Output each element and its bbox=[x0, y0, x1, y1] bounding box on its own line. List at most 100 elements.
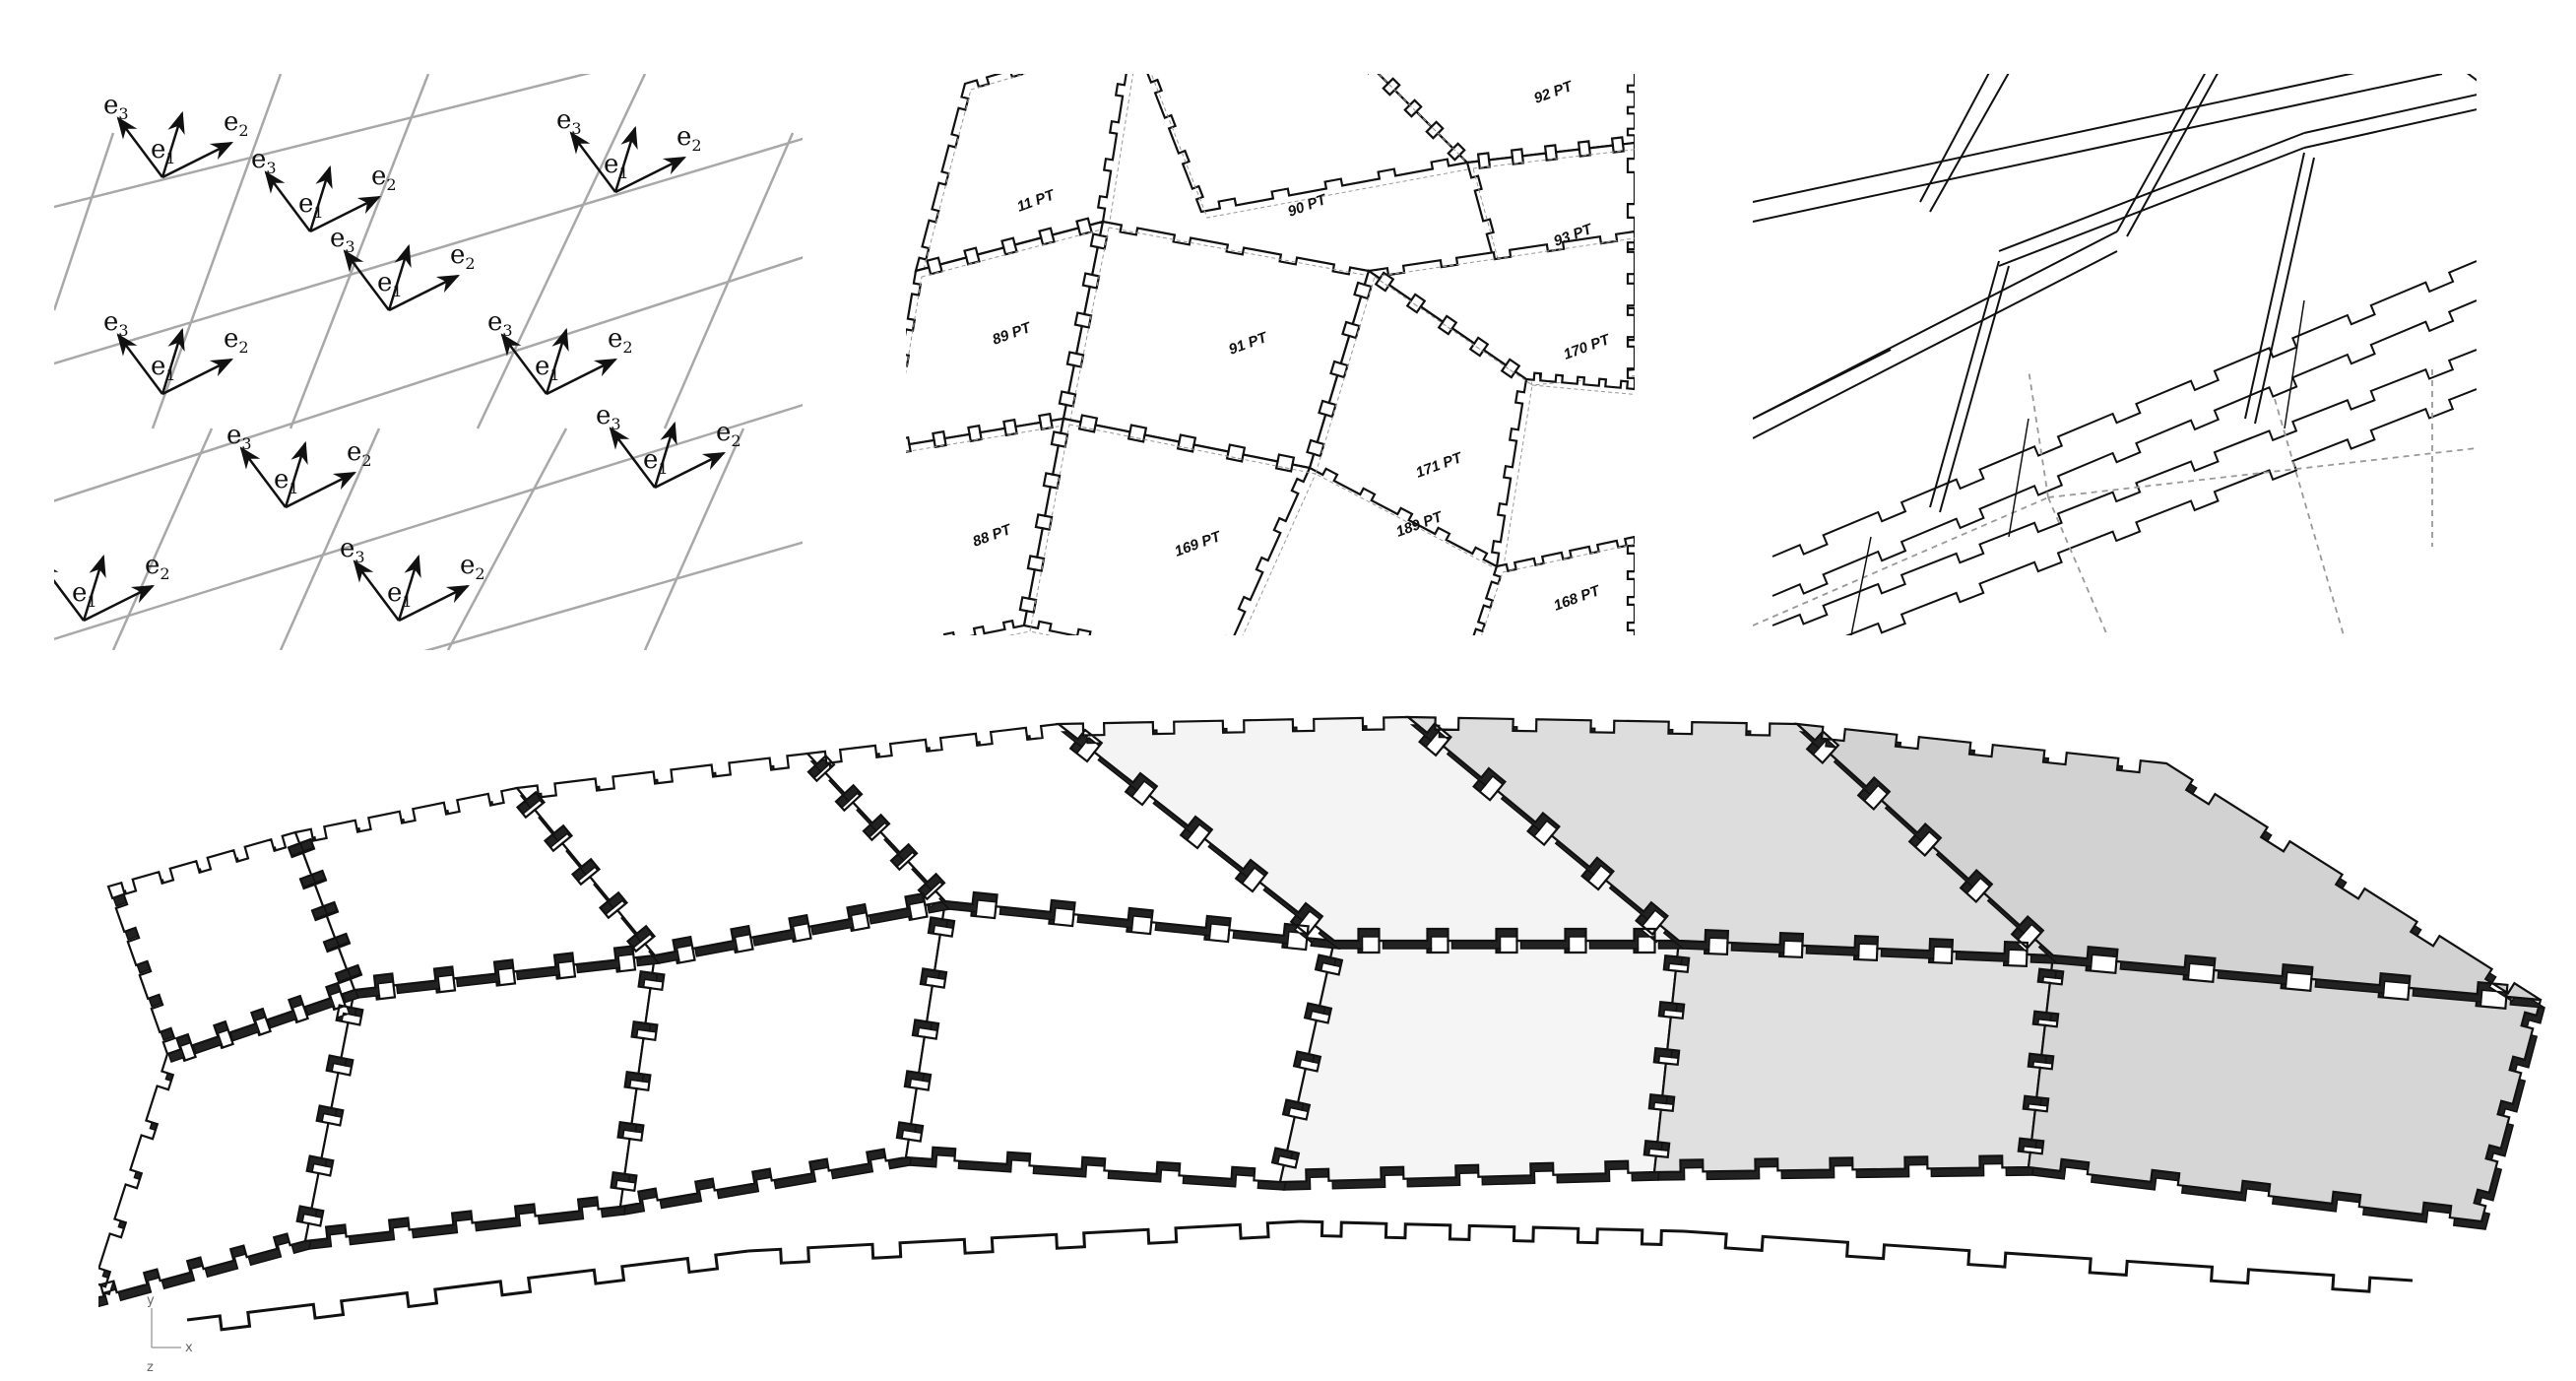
e2-vector bbox=[285, 471, 357, 509]
e3-label: e3 bbox=[487, 307, 513, 340]
mesh-line bbox=[54, 403, 803, 641]
guide-line bbox=[1850, 536, 1872, 635]
mesh-line bbox=[54, 256, 803, 502]
e1-label: e1 bbox=[151, 135, 176, 167]
part-offset-line bbox=[1472, 149, 1635, 386]
e2-label: e2 bbox=[716, 418, 741, 450]
e3-vector bbox=[500, 333, 547, 395]
mesh-line bbox=[54, 74, 592, 209]
guide-line bbox=[2284, 299, 2305, 429]
e1-label: e1 bbox=[535, 352, 560, 384]
axis-z-label: z bbox=[147, 1360, 154, 1375]
slab-edge bbox=[2244, 152, 2305, 420]
e2-vector bbox=[388, 274, 461, 312]
e1-vector bbox=[161, 327, 185, 395]
e3-label: e3 bbox=[340, 534, 365, 566]
joint-detail-diagram bbox=[1753, 74, 2477, 635]
joint-geometry bbox=[1753, 74, 2477, 635]
mesh-line bbox=[663, 132, 795, 429]
slab-edge bbox=[2254, 157, 2315, 425]
e2-label: e2 bbox=[224, 107, 249, 140]
axis-y-label: y bbox=[147, 1293, 155, 1308]
finger-joint-edge bbox=[1771, 260, 2477, 558]
e2-label: e2 bbox=[676, 122, 702, 155]
lower-panel bbox=[1278, 939, 1684, 1191]
slab-edge bbox=[1753, 74, 2443, 223]
finger-joint-edge bbox=[1771, 349, 2477, 626]
mesh-line bbox=[476, 74, 647, 429]
finger-joint-edge bbox=[1844, 388, 2477, 635]
part-panel bbox=[1472, 535, 1635, 635]
upper-panel bbox=[514, 752, 951, 964]
e2-label: e2 bbox=[460, 551, 485, 583]
e1-vector bbox=[613, 125, 638, 193]
local-frame: e3 e2 e1 bbox=[340, 534, 485, 623]
e2-vector bbox=[83, 584, 156, 623]
connector-strip bbox=[1683, 1229, 2414, 1293]
part-offset-line bbox=[921, 74, 1134, 278]
slab-edge bbox=[1998, 147, 2305, 267]
panel-face bbox=[98, 988, 356, 1299]
hidden-line bbox=[2274, 398, 2345, 635]
slab-edge bbox=[2467, 74, 2477, 82]
axis-indicator: y x z bbox=[146, 1288, 205, 1377]
part-outline bbox=[1022, 417, 1312, 635]
upper-panel bbox=[106, 830, 359, 1063]
e3-vector bbox=[116, 116, 163, 178]
e2-vector bbox=[614, 156, 687, 194]
slab-edge bbox=[1753, 74, 2355, 203]
e1-label: e1 bbox=[72, 578, 97, 611]
hidden-line bbox=[2047, 447, 2477, 498]
e2-vector bbox=[398, 584, 471, 623]
e2-label: e2 bbox=[450, 240, 476, 273]
part-panel bbox=[1022, 417, 1317, 635]
e3-vector bbox=[116, 333, 163, 395]
e3-label: e3 bbox=[330, 224, 355, 256]
e3-vector bbox=[264, 170, 311, 232]
panel-face bbox=[904, 899, 1336, 1184]
slab-edge bbox=[1929, 260, 2000, 508]
e1-vector bbox=[82, 554, 106, 622]
e1-label: e1 bbox=[387, 578, 413, 611]
connector-strip bbox=[747, 1219, 1301, 1265]
slab-edge bbox=[1998, 132, 2305, 252]
connector-strip bbox=[186, 1249, 749, 1332]
mesh-line bbox=[423, 541, 803, 650]
guide-line bbox=[2008, 418, 2029, 538]
mesh-line bbox=[643, 427, 745, 650]
slab-edge bbox=[1753, 250, 2118, 439]
lower-panel bbox=[303, 954, 660, 1250]
slab-edge bbox=[1919, 74, 1990, 203]
panel-face bbox=[1278, 939, 1681, 1184]
slab-edge bbox=[2126, 74, 2219, 237]
lower-panel bbox=[1652, 939, 2058, 1181]
lower-panel bbox=[904, 899, 1339, 1191]
upper-panel bbox=[1793, 722, 2545, 1009]
panel-assembly-view bbox=[98, 690, 2560, 1359]
slab-edge bbox=[1939, 265, 2010, 513]
e3-vector bbox=[353, 559, 400, 622]
e1-vector bbox=[308, 164, 333, 232]
e3-label: e3 bbox=[596, 401, 621, 433]
e2-vector bbox=[161, 141, 234, 179]
e3-vector bbox=[569, 131, 616, 193]
e2-vector bbox=[546, 358, 618, 396]
lower-panel bbox=[98, 988, 359, 1308]
e3-vector bbox=[609, 427, 656, 489]
mesh-line bbox=[111, 427, 214, 650]
local-frame-panel: e3 e2 e1 e3 e2 e1 e3 e2 e1 e3 e2 e1 e3 e2 e1 e3 e2 e1 e3 e2… bbox=[54, 74, 803, 650]
connector-strip bbox=[1299, 1219, 1685, 1246]
e2-vector bbox=[161, 358, 234, 396]
part-offset-line bbox=[1029, 424, 1317, 635]
hidden-line bbox=[2028, 368, 2049, 498]
slab-edge bbox=[1929, 74, 2010, 213]
panel-assembly-diagram bbox=[98, 715, 2545, 1332]
e1-vector bbox=[397, 554, 421, 622]
slab-edge bbox=[2116, 74, 2207, 232]
e3-label: e3 bbox=[556, 105, 582, 138]
e3-label: e3 bbox=[103, 91, 129, 123]
